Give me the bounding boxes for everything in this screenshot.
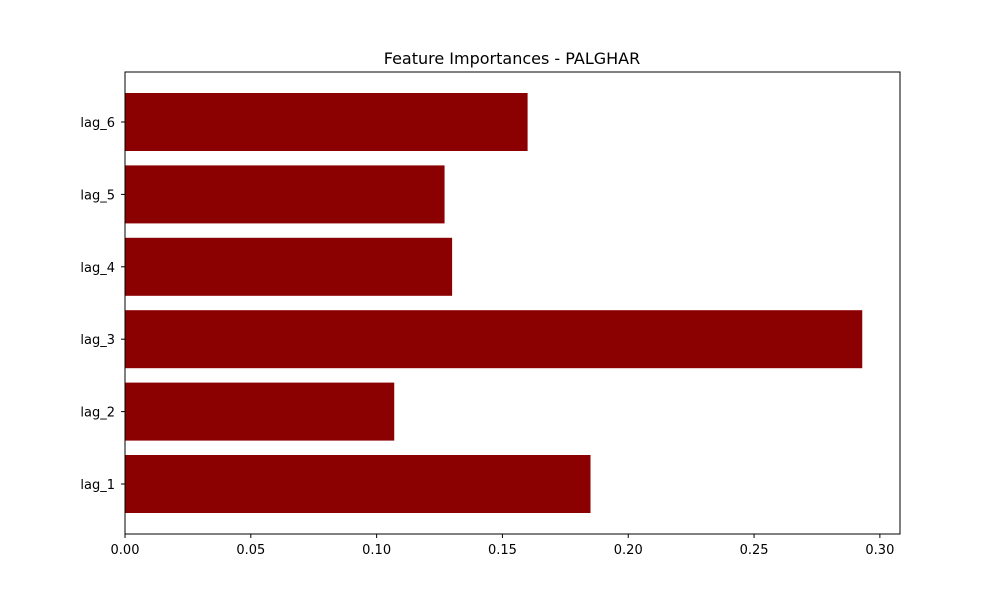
x-axis: 0.00 0.05 0.10 0.15 0.20 0.25 0.30 xyxy=(111,534,894,558)
bar-lag_5 xyxy=(125,165,445,224)
chart-title: Feature Importances - PALGHAR xyxy=(384,49,641,68)
y-tick-label-lag_3: lag_3 xyxy=(80,333,115,348)
y-tick-label-lag_1: lag_1 xyxy=(80,478,115,493)
bars-group xyxy=(125,93,863,513)
x-tick-label: 0.25 xyxy=(740,543,769,558)
x-tick-label: 0.20 xyxy=(614,543,643,558)
bar-lag_1 xyxy=(125,455,591,513)
bar-lag_6 xyxy=(125,93,528,151)
plot-area-frame xyxy=(124,71,901,535)
bar-lag_3 xyxy=(125,310,863,369)
y-tick-label-lag_2: lag_2 xyxy=(80,406,115,421)
bar-lag_4 xyxy=(125,237,453,296)
x-tick-label: 0.00 xyxy=(111,543,140,558)
x-tick-label: 0.10 xyxy=(362,543,391,558)
x-tick-label: 0.05 xyxy=(236,543,265,558)
y-tick-label-lag_6: lag_6 xyxy=(80,116,115,131)
x-tick-label: 0.30 xyxy=(865,543,894,558)
x-tick-label: 0.15 xyxy=(488,543,517,558)
y-axis: lag_1 lag_2 lag_3 lag_4 lag_5 lag_6 xyxy=(80,116,125,493)
y-tick-label-lag_4: lag_4 xyxy=(80,261,115,276)
y-tick-label-lag_5: lag_5 xyxy=(80,188,115,203)
bar-lag_2 xyxy=(125,382,395,441)
